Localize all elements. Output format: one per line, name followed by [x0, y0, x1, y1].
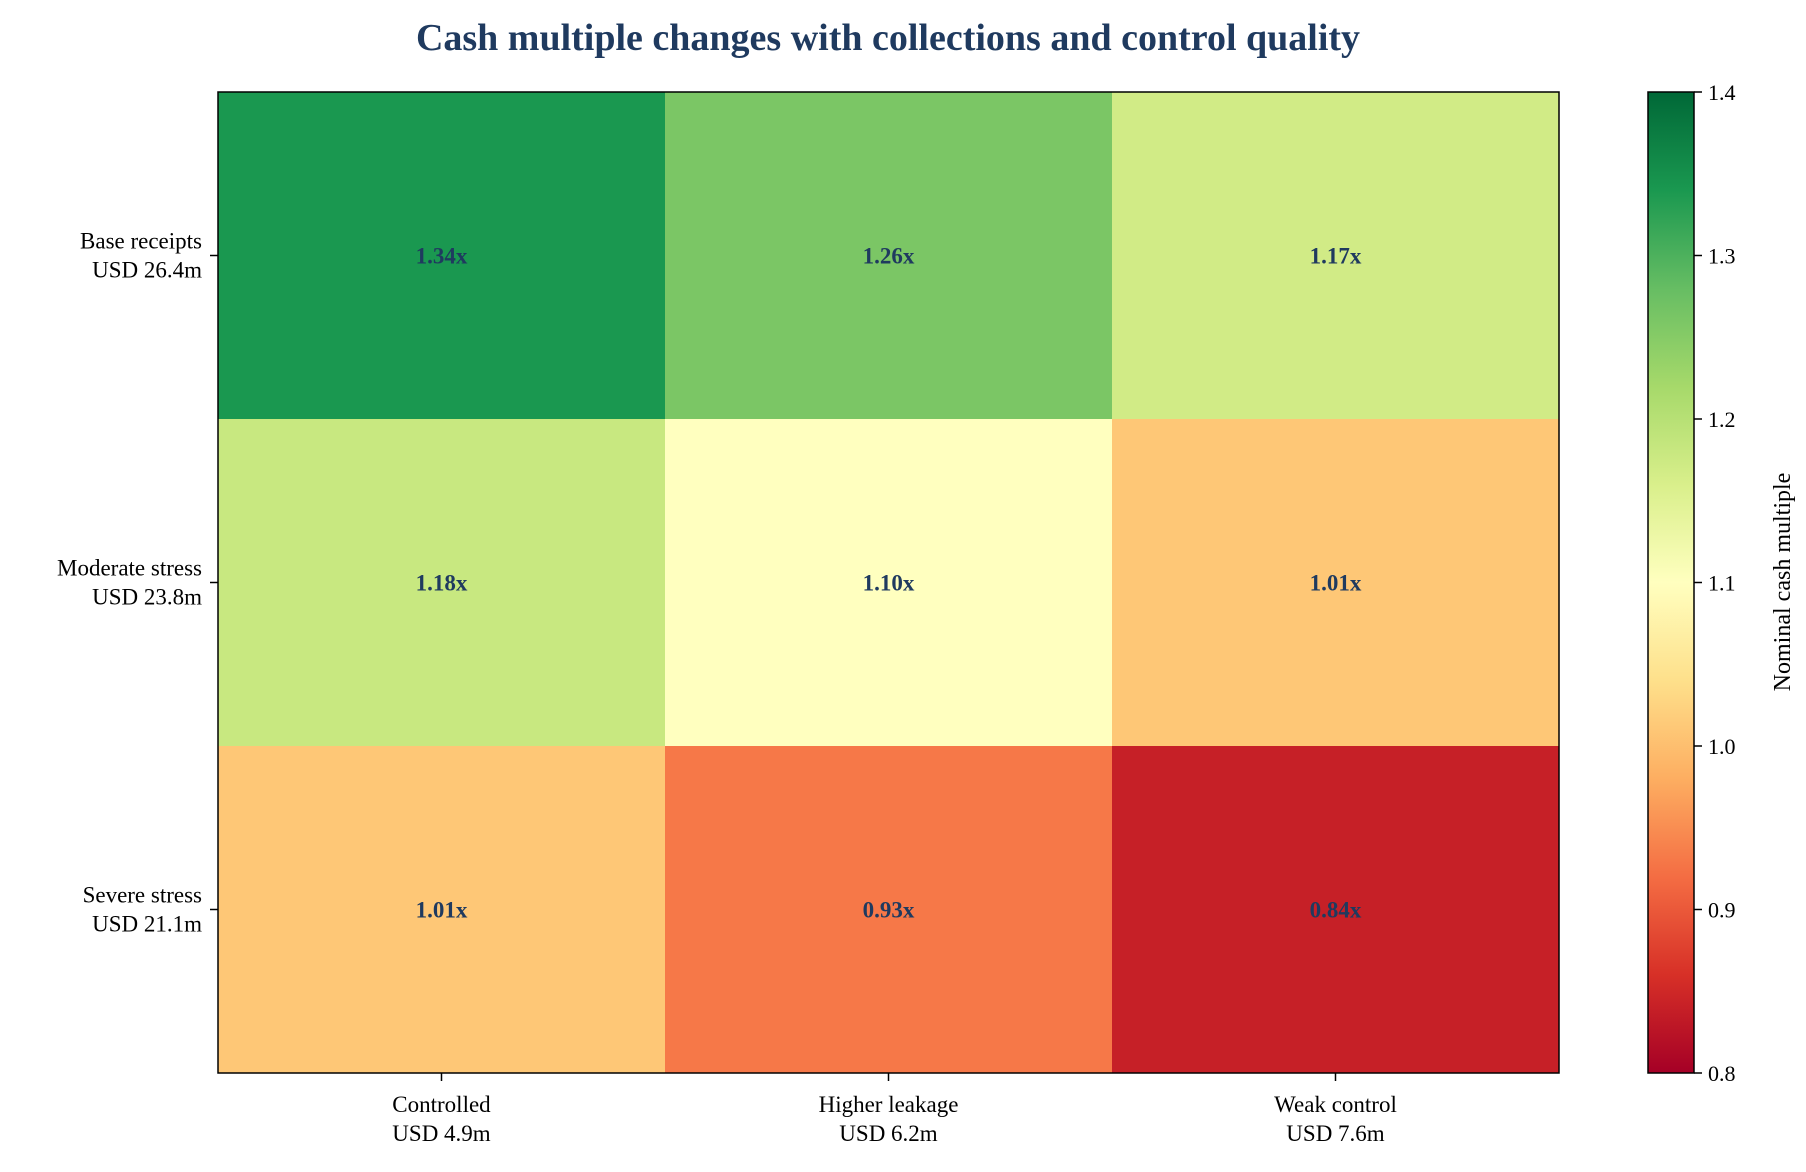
colorbar-tick-label-5: 1.3 — [1708, 244, 1736, 269]
cell-value-label-r2-c1: 0.93x — [863, 898, 915, 923]
colorbar-tick-label-6: 1.4 — [1708, 80, 1736, 105]
y-tick-label-0: Base receipts USD 26.4m — [80, 229, 202, 283]
cell-value-label-r2-c0: 1.01x — [416, 898, 468, 923]
heatmap-cell-r2-c1 — [665, 746, 1113, 1074]
colorbar-tick-label-1: 0.9 — [1708, 898, 1736, 923]
colorbar-tick-label-4: 1.2 — [1708, 407, 1736, 432]
colorbar-label: Nominal cash multiple — [1770, 473, 1796, 692]
cell-value-label-r0-c0: 1.34x — [416, 244, 468, 269]
cell-value-label-r1-c1: 1.10x — [863, 571, 915, 596]
heatmap-cells — [218, 92, 1560, 1074]
heatmap-cell-r1-c1 — [665, 419, 1113, 747]
x-tick-label-1-line2: USD 6.2m — [839, 1121, 938, 1146]
cell-value-label-r0-c2: 1.17x — [1310, 244, 1362, 269]
x-tick-label-2-line1: Weak control — [1274, 1092, 1397, 1117]
x-tick-label-0-line1: Controlled — [392, 1092, 491, 1117]
cell-value-label-r1-c0: 1.18x — [416, 571, 468, 596]
x-tick-label-2: Weak control USD 7.6m — [1274, 1092, 1397, 1146]
x-axis: Controlled USD 4.9m Higher leakage USD 6.2m… — [392, 1073, 1397, 1146]
heatmap-cell-r2-c0 — [218, 746, 666, 1074]
colorbar-axis: 0.8 0.9 1.0 1.1 1.2 1.3 1.4 — [1694, 80, 1736, 1086]
y-tick-label-2-line1: Severe stress — [83, 883, 202, 908]
y-tick-label-1-line1: Moderate stress — [57, 556, 202, 581]
heatmap-cell-r0-c0 — [218, 92, 666, 420]
colorbar-tick-label-0: 0.8 — [1708, 1061, 1736, 1086]
x-tick-label-1-line1: Higher leakage — [819, 1092, 959, 1117]
heatmap-cell-r1-c0 — [218, 419, 666, 747]
heatmap-cell-r0-c1 — [665, 92, 1113, 420]
x-tick-label-1: Higher leakage USD 6.2m — [819, 1092, 959, 1146]
y-tick-label-1: Moderate stress USD 23.8m — [57, 556, 202, 610]
y-axis: Base receipts USD 26.4m Moderate stress USD… — [57, 229, 218, 937]
y-tick-label-0-line2: USD 26.4m — [92, 258, 202, 283]
heatmap-cell-r0-c2 — [1112, 92, 1560, 420]
x-tick-label-0-line2: USD 4.9m — [392, 1121, 491, 1146]
y-tick-label-2-line2: USD 21.1m — [92, 912, 202, 937]
y-tick-label-0-line1: Base receipts — [80, 229, 202, 254]
chart-title: Cash multiple changes with collections a… — [416, 17, 1360, 59]
heatmap-cell-r2-c2 — [1112, 746, 1560, 1074]
colorbar — [1647, 91, 1695, 1074]
x-tick-label-0: Controlled USD 4.9m — [392, 1092, 491, 1146]
cell-value-label-r0-c1: 1.26x — [863, 244, 915, 269]
heatmap-cell-r1-c2 — [1112, 419, 1560, 747]
x-tick-label-2-line2: USD 7.6m — [1286, 1121, 1385, 1146]
colorbar-tick-label-3: 1.1 — [1708, 571, 1736, 596]
y-tick-label-1-line2: USD 23.8m — [92, 585, 202, 610]
heatmap-cell-labels: 1.34x 1.26x 1.17x 1.18x 1.10x 1.01x 1.01x 0.93x… — [416, 244, 1362, 923]
cell-value-label-r2-c2: 0.84x — [1310, 898, 1362, 923]
cell-value-label-r1-c2: 1.01x — [1310, 571, 1362, 596]
colorbar-tick-label-2: 1.0 — [1708, 734, 1736, 759]
y-tick-label-2: Severe stress USD 21.1m — [83, 883, 203, 937]
